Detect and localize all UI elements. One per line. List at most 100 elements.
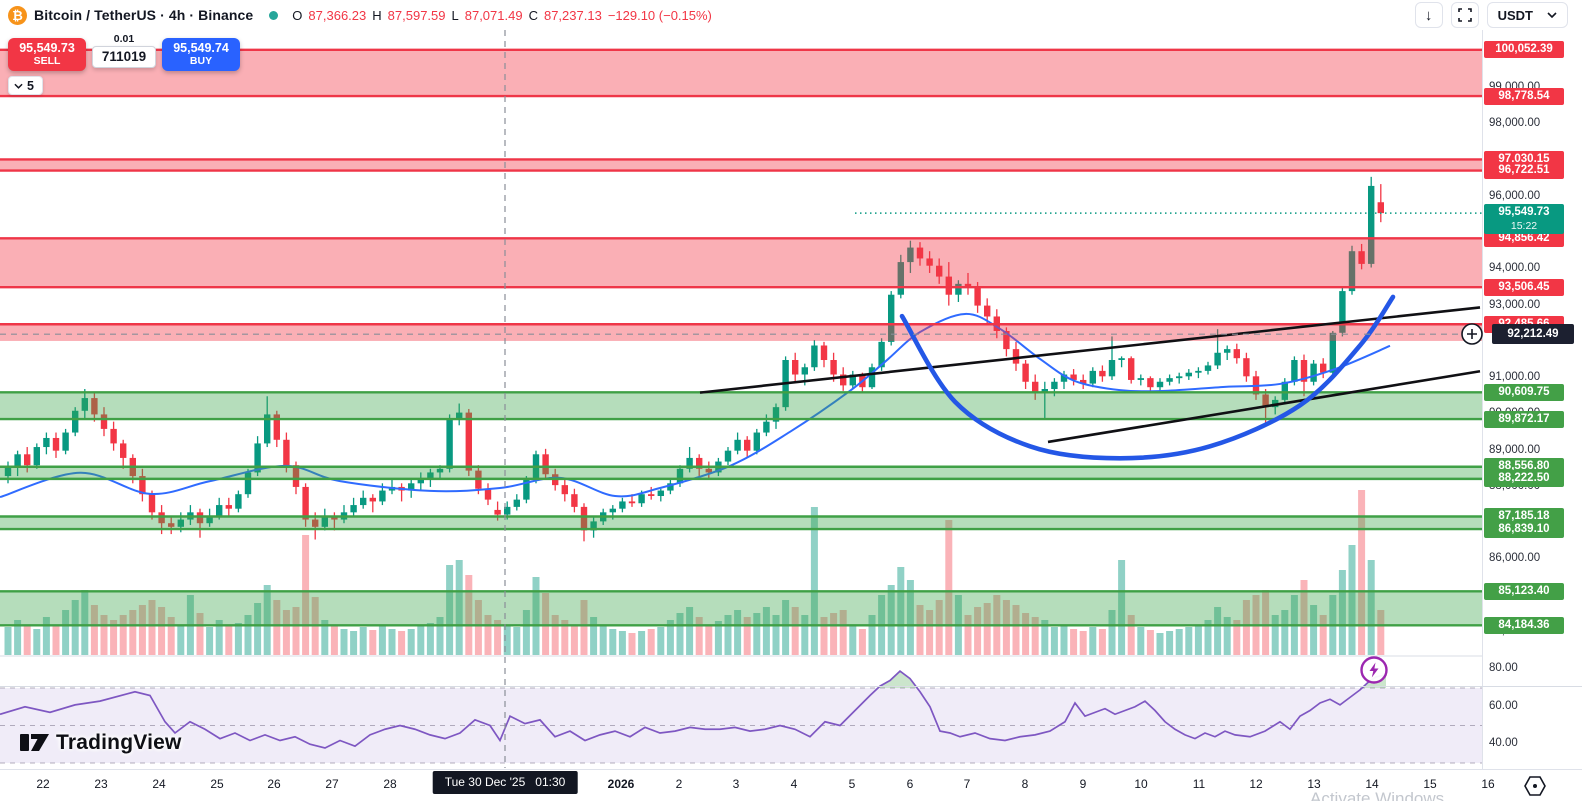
- time-tick: 7: [963, 777, 971, 791]
- price-tick: 89,000.00: [1489, 443, 1541, 456]
- close-value: 87,237.13: [543, 7, 602, 23]
- time-tick: 22: [36, 777, 50, 791]
- bar-countdown: 15:22: [1510, 220, 1538, 233]
- zone-price-label: 96,722.51: [1484, 162, 1564, 180]
- price-tick: 94,000.00: [1489, 262, 1541, 275]
- rsi-tick: 60.00: [1489, 699, 1518, 712]
- ohlc-readout: O 87,366.23 H 87,597.59 L 87,071.49 C 87,237…: [292, 8, 712, 23]
- pane-separator[interactable]: [0, 686, 1582, 687]
- tradingview-logo-text: TradingView: [56, 731, 182, 754]
- tradingview-logo[interactable]: TradingView: [20, 731, 182, 755]
- zone-price-label: 94,856.42: [1484, 229, 1564, 247]
- quantity-input[interactable]: 711019: [92, 46, 156, 68]
- time-tick: 5: [848, 777, 856, 791]
- open-label: O: [292, 7, 303, 23]
- time-tick: 26: [267, 777, 281, 791]
- low-label: L: [451, 7, 459, 23]
- price-tick: 93,000.00: [1489, 298, 1541, 311]
- fullscreen-icon[interactable]: [1450, 2, 1479, 28]
- lightning-icon[interactable]: [1359, 655, 1389, 685]
- bitcoin-icon: ₿: [8, 5, 27, 25]
- zones-layer: [0, 48, 1482, 627]
- volume-layer: [4, 490, 1385, 655]
- chevron-down-icon: [1547, 12, 1557, 18]
- time-tick: 4: [790, 777, 798, 791]
- candle-countdown-dropdown[interactable]: 5: [8, 76, 43, 95]
- trendline-upper[interactable]: [699, 306, 1481, 394]
- time-tick: 16: [1481, 777, 1495, 791]
- zone-price-label: 88,222.50: [1484, 470, 1564, 488]
- top-toolbar: ₿ Bitcoin / TetherUS · 4h · Binance O 87,…: [0, 0, 1582, 30]
- cup-curve-drawing[interactable]: [899, 294, 1396, 461]
- crosshair-price-label: 92,212.49: [1492, 324, 1574, 345]
- time-tick: 24: [152, 777, 166, 791]
- time-tick: 28: [383, 777, 397, 791]
- time-tick: 25: [210, 777, 224, 791]
- close-label: C: [528, 7, 538, 23]
- current-price-badge: 95,549.73 15:22: [1484, 204, 1564, 235]
- buy-label: BUY: [189, 55, 213, 67]
- time-tick: 3: [732, 777, 740, 791]
- trendline-lower[interactable]: [1047, 369, 1481, 444]
- time-tick: 6: [906, 777, 914, 791]
- toolbar-right: ↓ USDT: [1414, 2, 1568, 28]
- sell-button[interactable]: 95,549.73 SELL: [8, 38, 86, 71]
- candle-count-value: 5: [27, 78, 34, 93]
- zone-price-label: 100,052.39: [1484, 41, 1564, 59]
- rsi-tick: 40.00: [1489, 737, 1518, 750]
- zone-price-label: 84,184.36: [1484, 616, 1564, 634]
- change-value: −129.10 (−0.15%): [607, 7, 712, 23]
- axis-divider: [1482, 30, 1483, 769]
- current-price-value: 95,549.73: [1498, 206, 1550, 219]
- zone-price-label: 89,872.17: [1484, 410, 1564, 428]
- buy-button[interactable]: 95,549.74 BUY: [162, 38, 240, 71]
- fullscreen-glyph: [1457, 8, 1472, 22]
- time-tick: 8: [1021, 777, 1029, 791]
- time-tick: 14: [1365, 777, 1379, 791]
- time-axis[interactable]: Tue 30 Dec '25 01:30 22 23 24 25 26 27 28 2026 2…: [0, 769, 1582, 801]
- time-tick: 13: [1307, 777, 1321, 791]
- zone-price-label: 85,123.40: [1484, 582, 1564, 600]
- time-tick: 27: [325, 777, 339, 791]
- high-label: H: [372, 7, 382, 23]
- low-value: 87,071.49: [464, 7, 523, 23]
- tradingview-logo-icon: [20, 734, 49, 751]
- time-tick: 9: [1079, 777, 1087, 791]
- time-tick: 23: [94, 777, 108, 791]
- time-tick: 10: [1134, 777, 1148, 791]
- activate-windows-watermark: Activate Windows: [1310, 789, 1445, 801]
- time-tick: 11: [1192, 777, 1206, 791]
- order-panel: 95,549.73 SELL 0.01 711019 95,549.74 BUY: [8, 33, 240, 71]
- currency-select[interactable]: USDT: [1486, 2, 1568, 28]
- sell-label: SELL: [33, 55, 61, 67]
- open-value: 87,366.23: [308, 7, 367, 23]
- quantity-widget: 0.01 711019: [92, 33, 156, 68]
- spread-value: 0.01: [113, 33, 135, 45]
- buy-price: 95,549.74: [173, 41, 229, 55]
- zone-price-label: 90,609.75: [1484, 383, 1564, 401]
- crosshair-plus-icon[interactable]: [1460, 322, 1484, 346]
- zone-price-label: 98,778.54: [1484, 87, 1564, 105]
- zone-price-label: 86,839.10: [1484, 520, 1564, 538]
- chevron-down-icon: [14, 83, 23, 89]
- symbol-title[interactable]: Bitcoin / TetherUS · 4h · Binance: [34, 7, 254, 23]
- download-icon[interactable]: ↓: [1414, 2, 1443, 28]
- price-tick: 96,000.00: [1489, 189, 1541, 202]
- chart-canvas[interactable]: [0, 30, 1482, 769]
- time-tick: 15: [1423, 777, 1437, 791]
- price-tick: 86,000.00: [1489, 552, 1541, 565]
- candles-layer: [4, 176, 1384, 542]
- rsi-tick: 80.00: [1489, 662, 1518, 675]
- time-tick: 2: [675, 777, 683, 791]
- price-tick: 98,000.00: [1489, 117, 1541, 130]
- price-axis[interactable]: 99,000.0098,000.0096,000.0094,000.0093,0…: [1482, 30, 1582, 769]
- price-tick: 91,000.00: [1489, 371, 1541, 384]
- market-status-dot: [269, 10, 279, 20]
- crosshair-time-tooltip: Tue 30 Dec '25 01:30: [432, 771, 578, 794]
- time-tick: 12: [1249, 777, 1263, 791]
- hexagon-settings-icon[interactable]: [1522, 774, 1548, 798]
- time-tick: 2026: [607, 777, 635, 791]
- sell-price: 95,549.73: [19, 41, 75, 55]
- zone-price-label: 93,506.45: [1484, 278, 1564, 296]
